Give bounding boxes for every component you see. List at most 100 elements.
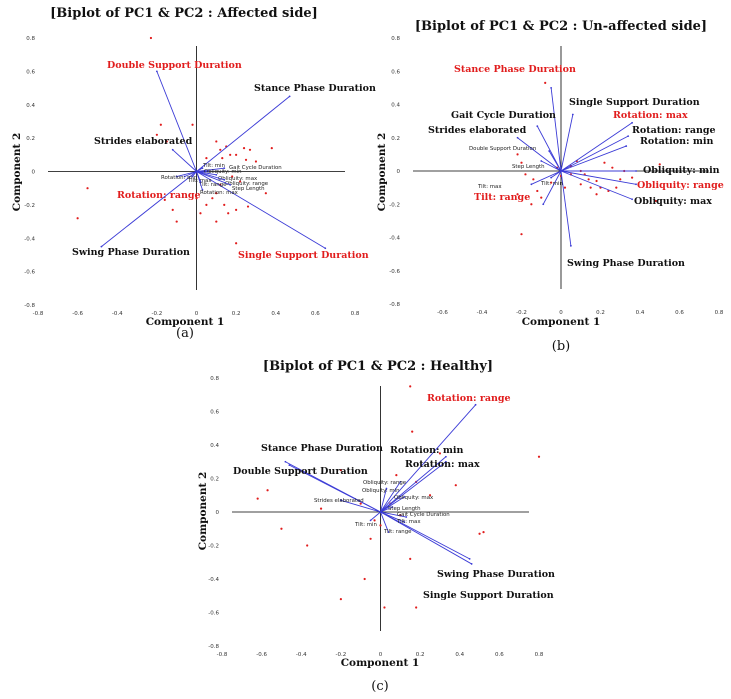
score-point — [165, 140, 168, 143]
x-tick-label: -0.4 — [477, 310, 488, 316]
y-axis-title: Component 2 — [11, 133, 23, 212]
variable-label: Tilt: min — [540, 181, 563, 187]
loading-vector-tip — [542, 203, 545, 206]
score-point — [589, 186, 592, 189]
y-tick-label: -0.6 — [389, 269, 400, 275]
variable-label: Swing Phase Duration — [437, 569, 555, 580]
variable-label: Step Length — [388, 506, 421, 512]
loading-vector — [156, 71, 197, 172]
score-point — [579, 183, 582, 186]
loading-vector-tip — [399, 480, 402, 483]
variable-label: Rotation: max — [405, 459, 480, 470]
score-point — [175, 220, 178, 223]
score-point — [537, 455, 541, 458]
x-tick-label: 0 — [559, 310, 563, 316]
loading-vector-tip — [536, 125, 539, 128]
loading-vector-tip — [175, 175, 178, 178]
score-point — [270, 147, 273, 150]
loading-vector-tip — [444, 455, 447, 458]
x-tick-label: -0.4 — [296, 652, 307, 658]
score-point — [373, 519, 376, 522]
x-tick-label: 0 — [379, 652, 383, 658]
variable-label: Single Support Duration — [238, 250, 369, 261]
score-point — [86, 187, 89, 190]
variable-label: Rotation: max — [613, 110, 688, 121]
loading-vector-tip — [550, 86, 553, 89]
score-point — [658, 163, 661, 166]
panel-title: [Biplot of PC1 & PC2 : Un-affected side] — [415, 19, 707, 34]
y-tick-label: 0.4 — [210, 443, 219, 449]
score-point — [415, 606, 418, 609]
loading-vector — [101, 171, 197, 247]
variable-label: Rotation: max — [200, 190, 239, 196]
x-tick-label: -0.8 — [33, 311, 44, 317]
loading-vector — [380, 496, 405, 513]
score-point — [205, 203, 208, 206]
variable-label: Obliquity: max — [218, 176, 258, 182]
variable-label: Rotation: range — [427, 393, 511, 404]
score-point — [363, 577, 366, 581]
y-tick-label: -0.2 — [208, 544, 219, 550]
score-point — [379, 524, 382, 527]
loading-vector — [196, 171, 231, 186]
y-tick-label: 0.4 — [26, 103, 35, 109]
loading-vector-tip — [444, 460, 447, 463]
y-tick-label: 0 — [216, 510, 220, 516]
loading-vector — [380, 461, 447, 513]
score-point — [454, 484, 457, 487]
loading-vector-tip — [284, 460, 287, 463]
loading-vector — [560, 114, 574, 172]
score-point — [520, 161, 523, 164]
x-tick-label: -0.6 — [437, 310, 448, 316]
loading-vector-tip — [631, 121, 633, 124]
x-tick-label: -0.2 — [516, 310, 527, 316]
score-point — [171, 208, 174, 211]
loading-vector — [380, 511, 405, 523]
score-point — [221, 157, 224, 160]
variable-label: Swing Phase Duration — [72, 247, 190, 258]
score-point — [587, 178, 590, 181]
score-point — [409, 557, 412, 561]
x-tick-label: 0.2 — [596, 310, 605, 316]
x-tick-label: -0.2 — [152, 311, 163, 317]
x-tick-label: -0.6 — [256, 652, 267, 658]
variable-label: Obliquity: min — [204, 169, 242, 175]
score-point — [383, 606, 386, 609]
variable-label: Double Support Duration — [469, 146, 536, 152]
score-point — [536, 189, 539, 193]
score-point — [611, 166, 614, 169]
x-tick-label: 0.2 — [416, 652, 425, 658]
loading-vector — [192, 171, 197, 177]
loading-vector-tip — [324, 247, 327, 250]
variable-label: Single Support Duration — [423, 590, 554, 601]
x-tick-label: 0.6 — [311, 311, 320, 317]
loading-vector-tip — [540, 160, 543, 162]
loading-vector — [560, 135, 629, 172]
score-point — [615, 186, 618, 189]
loading-vector-tip — [100, 245, 103, 248]
variable-label: Tilt: max — [477, 184, 502, 190]
variable-label: Obliquity: range — [225, 181, 269, 187]
biplot-panel-2: [Biplot of PC1 & PC2 : Un-affected side]… — [376, 19, 724, 354]
score-point — [550, 181, 553, 184]
loading-vector-tip — [403, 496, 406, 498]
score-point — [563, 186, 567, 189]
loading-vector — [196, 167, 225, 172]
variable-label: Double Support Duration — [107, 60, 242, 71]
x-tick-label: -0.6 — [72, 311, 83, 317]
score-point — [516, 193, 519, 196]
variable-label: Tilt: range — [474, 192, 530, 203]
score-point — [603, 161, 606, 164]
score-point — [215, 140, 218, 143]
score-point — [516, 153, 519, 156]
score-point — [223, 203, 226, 206]
loading-vector — [380, 511, 470, 560]
panel-label: (c) — [371, 679, 388, 694]
score-point — [155, 133, 158, 136]
loading-vector — [380, 488, 387, 513]
loading-vector — [517, 137, 562, 172]
x-tick-label: -0.8 — [217, 652, 228, 658]
y-tick-label: 0.8 — [26, 36, 35, 42]
loading-vector-tip — [571, 113, 574, 116]
loading-vector-tip — [369, 519, 372, 522]
